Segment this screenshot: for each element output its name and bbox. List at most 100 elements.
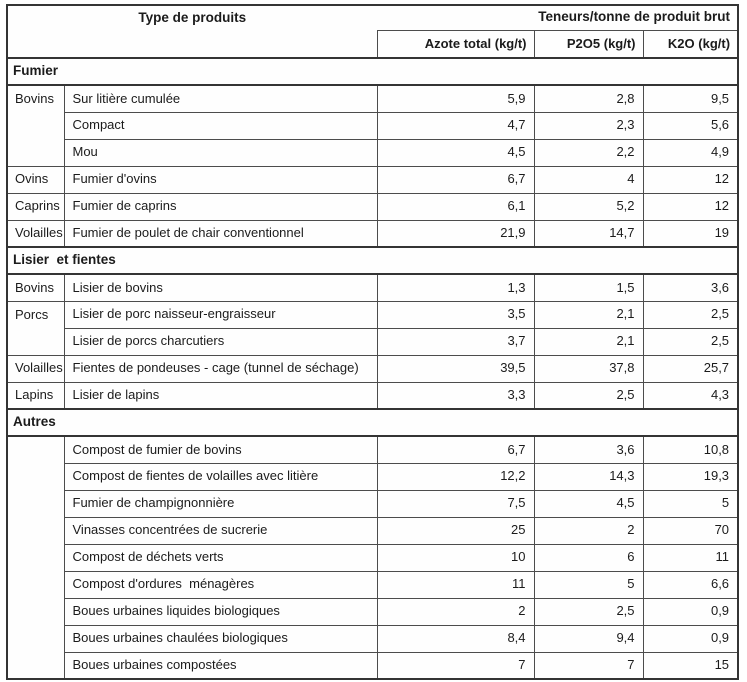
value-cell: 21,9 <box>376 219 535 248</box>
group-cell: Ovins <box>6 165 65 194</box>
product-cell: Boues urbaines compostées <box>63 651 378 680</box>
product-cell: Mou <box>63 138 378 167</box>
value-cell: 1,3 <box>376 273 535 302</box>
value-cell: 6,1 <box>376 192 535 221</box>
column-header-p2o5: P2O5 (kg/t) <box>533 29 644 59</box>
group-cell: Volailles <box>6 219 65 248</box>
group-cell: Bovins <box>6 84 65 167</box>
table-row: Compost de fumier de bovins 6,7 3,6 10,8 <box>6 435 739 680</box>
value-cell: 4,7 <box>376 111 535 140</box>
product-cell: Vinasses concentrées de sucrerie <box>63 516 378 545</box>
product-cell: Compost de fientes de volailles avec lit… <box>63 462 378 491</box>
section-title: Autres <box>6 408 739 437</box>
value-cell: 3,3 <box>376 381 535 410</box>
product-cell: Compost d'ordures ménagères <box>63 570 378 599</box>
value-cell: 2,5 <box>642 300 739 329</box>
table-row: Mou 4,5 2,2 4,9 <box>7 138 739 167</box>
product-cell: Lisier de porcs charcutiers <box>63 327 378 356</box>
table-row: Bovins Sur litière cumulée 5,9 2,8 9,5 <box>6 84 739 167</box>
value-cell: 0,9 <box>642 624 739 653</box>
group-cell: Bovins <box>6 273 65 302</box>
value-cell: 25 <box>376 516 535 545</box>
product-cell: Fumier d'ovins <box>63 165 378 194</box>
value-cell: 4,5 <box>376 138 535 167</box>
value-cell: 2,5 <box>533 597 644 626</box>
table-row: Lapins Lisier de lapins 3,3 2,5 4,3 <box>6 381 739 410</box>
table-row: Compost de fientes de volailles avec lit… <box>7 462 739 491</box>
product-cell: Boues urbaines liquides biologiques <box>63 597 378 626</box>
value-cell: 2,1 <box>533 327 644 356</box>
table-row: Boues urbaines liquides biologiques 2 2,5 0… <box>7 597 739 626</box>
value-cell: 10,8 <box>642 435 739 464</box>
value-cell: 5,9 <box>376 84 535 113</box>
value-cell: 3,5 <box>376 300 535 329</box>
table-row: Porcs Lisier de porc naisseur-engraisseur… <box>6 300 739 356</box>
value-cell: 2,3 <box>533 111 644 140</box>
table-row: Fumier de champignonnière 7,5 4,5 5 <box>7 489 739 518</box>
column-group-teneurs: Teneurs/tonne de produit brut <box>377 4 739 31</box>
product-cell: Lisier de porc naisseur-engraisseur <box>63 300 378 329</box>
table-row: Boues urbaines chaulées biologiques 8,4 9,… <box>7 624 739 653</box>
value-cell: 6,7 <box>376 165 535 194</box>
product-cell: Boues urbaines chaulées biologiques <box>63 624 378 653</box>
group-cell: Lapins <box>6 381 65 410</box>
table-row: Compact 4,7 2,3 5,6 <box>7 111 739 140</box>
value-cell: 15 <box>642 651 739 680</box>
value-cell: 2 <box>533 516 644 545</box>
value-cell: 1,5 <box>533 273 644 302</box>
product-cell: Compost de fumier de bovins <box>63 435 378 464</box>
product-cell: Fientes de pondeuses - cage (tunnel de s… <box>63 354 378 383</box>
value-cell: 2,2 <box>533 138 644 167</box>
value-cell: 7 <box>376 651 535 680</box>
value-cell: 7 <box>533 651 644 680</box>
value-cell: 12,2 <box>376 462 535 491</box>
table-row: Compost d'ordures ménagères 11 5 6,6 <box>7 570 739 599</box>
section-header-row: Autres <box>6 408 739 437</box>
value-cell: 3,7 <box>376 327 535 356</box>
product-cell: Lisier de bovins <box>63 273 378 302</box>
value-cell: 2,5 <box>642 327 739 356</box>
group-cell: Volailles <box>6 354 65 383</box>
product-cell: Compact <box>63 111 378 140</box>
nutrient-content-table: Type de produits Teneurs/tonne de produi… <box>6 4 740 680</box>
table-row: Bovins Lisier de bovins 1,3 1,5 3,6 <box>6 273 739 302</box>
section-header-row: Fumier <box>6 57 739 86</box>
table-row: Compost de déchets verts 10 6 11 <box>7 543 739 572</box>
value-cell: 6 <box>533 543 644 572</box>
section-header-row: Lisier et fientes <box>6 246 739 275</box>
value-cell: 8,4 <box>376 624 535 653</box>
table-row: Lisier de porcs charcutiers 3,7 2,1 2,5 <box>7 327 739 356</box>
value-cell: 70 <box>642 516 739 545</box>
section-title: Fumier <box>6 57 739 86</box>
value-cell: 2 <box>376 597 535 626</box>
product-cell: Sur litière cumulée <box>63 84 378 113</box>
column-group-type-de-produits: Type de produits <box>6 4 378 59</box>
table-row: Vinasses concentrées de sucrerie 25 2 70 <box>7 516 739 545</box>
value-cell: 0,9 <box>642 597 739 626</box>
value-cell: 10 <box>376 543 535 572</box>
value-cell: 6,6 <box>642 570 739 599</box>
value-cell: 25,7 <box>642 354 739 383</box>
value-cell: 9,4 <box>533 624 644 653</box>
value-cell: 4,5 <box>533 489 644 518</box>
group-cell: Porcs <box>6 300 65 356</box>
value-cell: 2,1 <box>533 300 644 329</box>
table-row: Ovins Fumier d'ovins 6,7 4 12 <box>6 165 739 194</box>
value-cell: 37,8 <box>533 354 644 383</box>
value-cell: 14,3 <box>533 462 644 491</box>
value-cell: 11 <box>642 543 739 572</box>
product-cell: Lisier de lapins <box>63 381 378 410</box>
value-cell: 2,5 <box>533 381 644 410</box>
value-cell: 11 <box>376 570 535 599</box>
value-cell: 5,2 <box>533 192 644 221</box>
value-cell: 4,3 <box>642 381 739 410</box>
value-cell: 3,6 <box>533 435 644 464</box>
product-cell: Fumier de caprins <box>63 192 378 221</box>
value-cell: 9,5 <box>642 84 739 113</box>
table-body: Fumier Bovins Sur litière cumulée 5,9 2,8 9,5… <box>6 57 739 680</box>
value-cell: 39,5 <box>376 354 535 383</box>
value-cell: 5,6 <box>642 111 739 140</box>
value-cell: 2,8 <box>533 84 644 113</box>
table-row: Volailles Fumier de poulet de chair conve… <box>6 219 739 248</box>
